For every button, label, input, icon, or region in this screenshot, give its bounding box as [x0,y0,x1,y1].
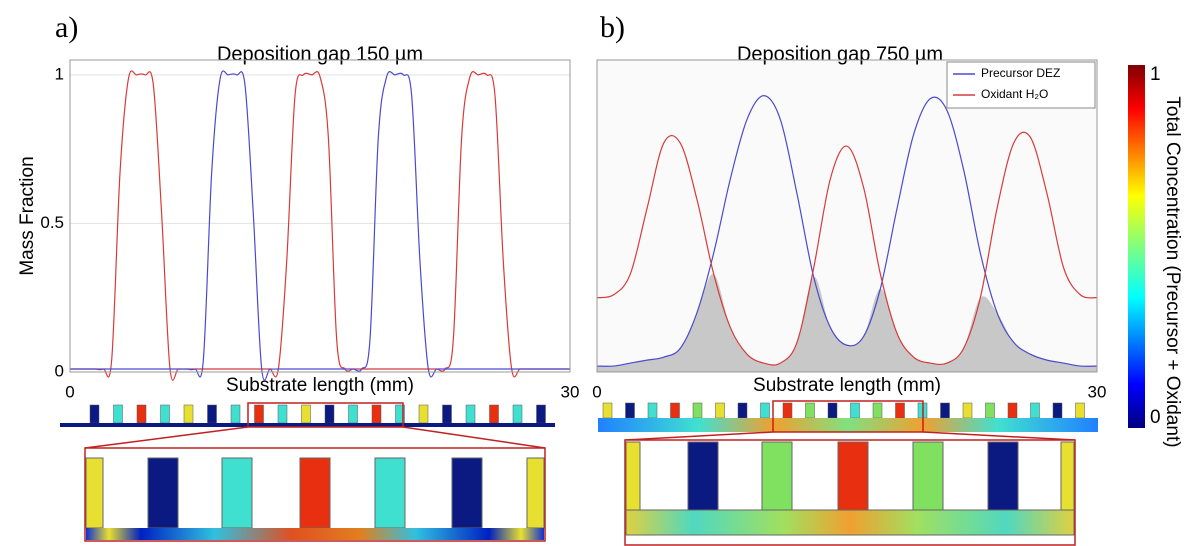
schematic-block [1030,402,1040,419]
zoom-block [625,441,641,511]
schematic-block [895,402,905,419]
schematic-block [805,402,815,419]
schematic-block [160,404,170,424]
schematic-block [89,404,100,424]
colorbar [1128,65,1145,428]
plot-frame [596,59,1098,373]
schematic-block [962,402,973,419]
schematic-block [647,402,658,419]
schematic-block [737,402,748,419]
x-tick-label: 30 [561,382,580,401]
x-axis-label: Substrate length (mm) [753,375,941,396]
panel-label: b) [600,11,625,44]
schematic-block [602,402,613,419]
y-tick-label: 0 [55,361,64,380]
zoom-base [86,528,544,540]
data-line [70,70,570,381]
zoom-block [374,457,406,529]
plot-area [70,60,570,372]
schematic-block [207,404,217,424]
schematic-block [1075,402,1085,419]
zoom-block [1060,441,1075,511]
schematic-block [489,404,499,424]
schematic-block [230,404,241,424]
zoom-block [687,441,719,511]
x-tick-label: 30 [1088,382,1107,401]
legend-label: Oxidant H₂O [981,87,1048,101]
schematic-block [465,404,476,424]
schematic-block [985,402,995,419]
zoom-lines [84,426,546,449]
colorbar-tick-label: 1 [1150,64,1161,85]
schematic-block [850,402,860,419]
overlap-area [597,273,1097,372]
schematic-block [348,404,358,424]
legend-label: Precursor DEZ [981,66,1060,80]
zoom-block [299,457,331,529]
x-axis-label: Substrate length (mm) [226,375,414,396]
zoom-block [837,441,869,511]
schematic-block [827,402,838,419]
x-tick-label: 0 [65,382,74,401]
schematic-block [715,402,725,419]
schematic-block [782,402,793,419]
schematic-block [254,404,264,424]
zoom-block [761,441,793,511]
zoom-block [526,457,545,529]
data-line [596,95,1098,367]
schematic-block [512,404,523,424]
chart-title: Deposition gap 150 µm [217,43,423,65]
schematic-block [940,402,950,419]
schematic-block [1052,402,1063,419]
zoom-base [625,509,1075,536]
zoom-block [85,457,104,529]
zoom-block [221,457,253,529]
zoom-block [147,457,179,529]
schematic-block [371,404,382,424]
zoom-source [772,400,924,433]
zoom-block [451,457,483,529]
y-axis-label: Mass Fraction [17,156,38,275]
zoom-source [247,402,404,428]
plot-area [597,60,1097,372]
x-tick-label: 0 [592,382,601,401]
plot-frame [69,59,571,373]
schematic-block [670,402,680,419]
zoom-lines [624,431,1076,441]
schematic-block [113,404,123,424]
y-tick-label: 0.5 [40,213,64,232]
schematic-block [301,404,311,424]
schematic-block [536,404,546,424]
schematics [60,400,1098,546]
schematic-block [183,404,194,424]
schematic-block [872,402,883,419]
chart-title: Deposition gap 750 µm [737,43,943,65]
schematic-block [1007,402,1018,419]
schematic-block [442,404,452,424]
colorbar-tick-label: 0 [1150,407,1161,428]
schematic-block [692,402,703,419]
schematic-block [136,404,147,424]
schematic-block [277,404,288,424]
zoom-block [912,441,944,511]
panel-label: a) [55,11,78,44]
data-line [70,70,570,381]
colorbar-label: Total Concentration (Precursor + Oxidant… [1162,96,1183,447]
zoom-block [987,441,1019,511]
legend-box [946,61,1096,109]
schematic-base [60,423,555,427]
schematic-base [598,418,1098,432]
schematic-block [760,402,770,419]
data-line [596,131,1098,366]
schematic-block [324,404,335,424]
y-tick-label: 1 [55,64,64,83]
schematic-block [625,402,635,419]
schematic-block [418,404,429,424]
